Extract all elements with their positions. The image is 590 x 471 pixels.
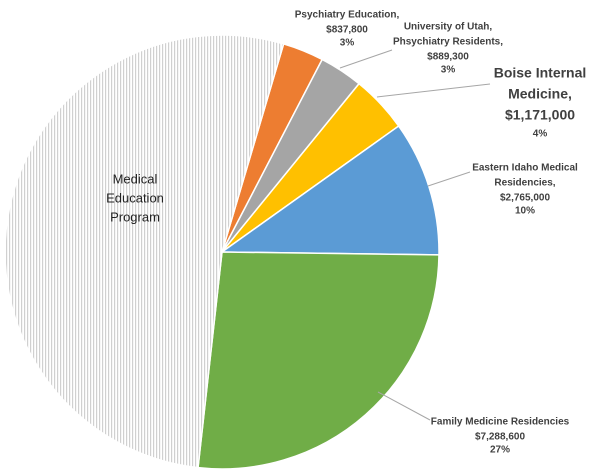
slice-label: University of Utah,	[404, 22, 493, 33]
value-label: $837,800	[326, 25, 368, 36]
value-label: $889,300	[427, 52, 469, 63]
slice-label: Family Medicine Residencies	[431, 417, 570, 428]
slice-label: Medical	[113, 171, 158, 186]
leader-line	[339, 49, 393, 69]
leader-line	[376, 83, 491, 98]
slice-label: Program	[110, 209, 160, 224]
pie-slice	[219, 124, 440, 256]
leader-line	[377, 391, 431, 421]
value-label: $1,171,000	[505, 107, 575, 123]
percent-label: 3%	[441, 65, 456, 76]
slice-label: Eastern Idaho Medical	[472, 163, 578, 174]
slice-label: Psychiatry Education,	[295, 10, 400, 21]
pie-slice	[197, 251, 440, 470]
slice-label: Medicine,	[508, 86, 572, 102]
slice-label: Boise Internal	[494, 65, 587, 81]
pie-slice	[4, 34, 285, 469]
slice-label: Residencies,	[494, 178, 555, 189]
slice-label: Phsychiatry Residents,	[393, 37, 503, 48]
percent-label: 10%	[515, 206, 535, 217]
value-label: $2,765,000	[500, 193, 550, 204]
percent-label: 27%	[490, 445, 510, 456]
slice-label: Education	[106, 190, 164, 205]
value-label: $7,288,600	[475, 432, 525, 443]
leader-line	[427, 171, 471, 187]
percent-label: 4%	[533, 129, 548, 140]
percent-label: 3%	[340, 38, 355, 49]
